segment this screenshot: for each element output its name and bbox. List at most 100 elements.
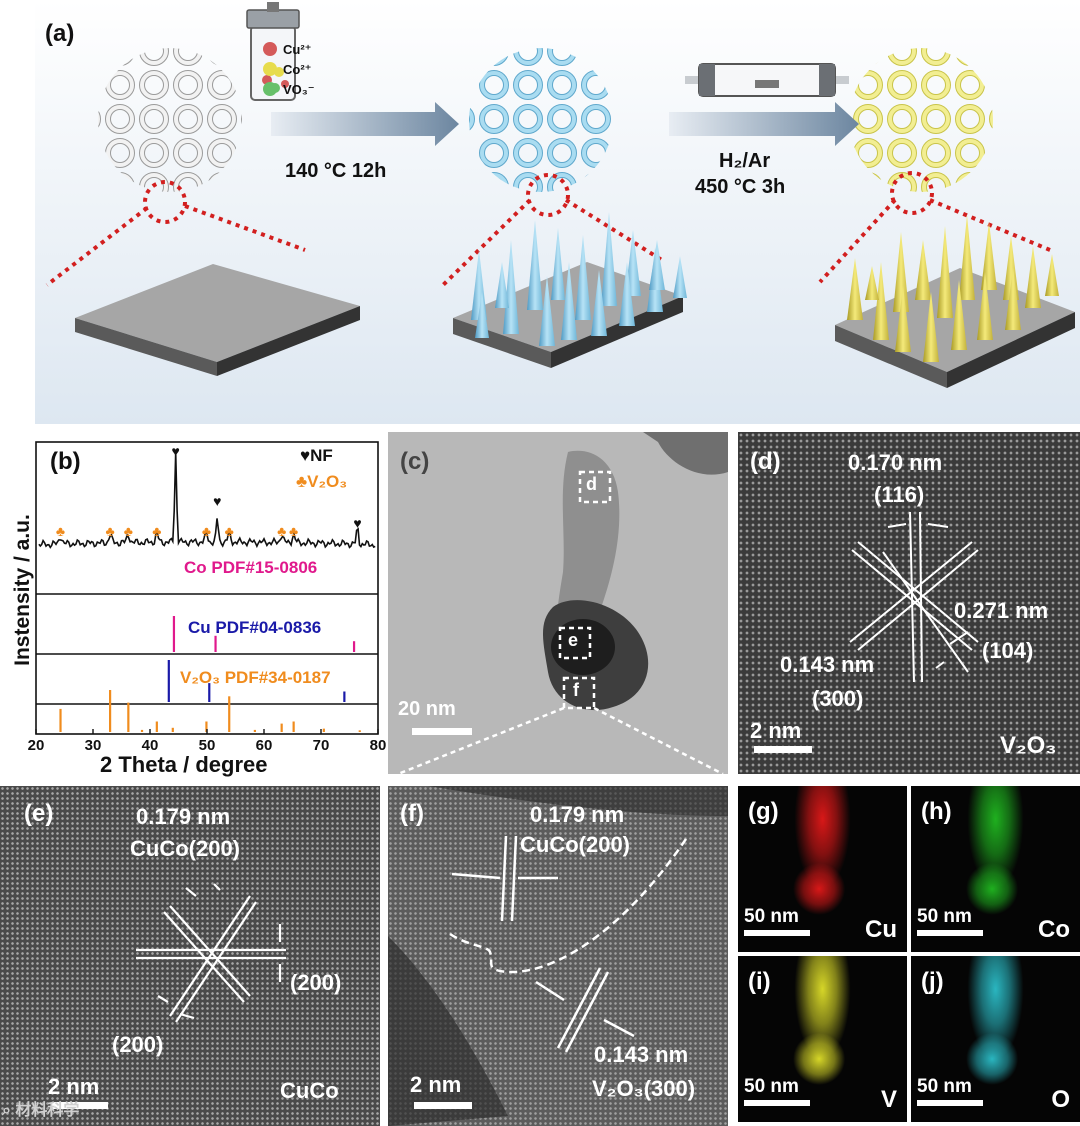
x-tick-label: 30 bbox=[85, 737, 102, 754]
ion-co-label: Co²⁺ bbox=[283, 62, 312, 77]
map-scale-bar bbox=[744, 930, 810, 936]
v2o3-peak-marker: ♣ bbox=[56, 523, 65, 539]
x-axis-label: 2 Theta / degree bbox=[100, 752, 268, 777]
panel-a-label: (a) bbox=[45, 20, 75, 47]
co-ion-icon bbox=[263, 62, 277, 76]
step2-gas: H₂/Ar bbox=[719, 150, 771, 172]
cu-ion-icon bbox=[263, 42, 277, 56]
eds-map-co: (h) 50 nm Co bbox=[911, 786, 1080, 952]
watermark: ⌕ 材料科学 bbox=[2, 1102, 80, 1119]
plane-200-right: (200) bbox=[290, 970, 342, 995]
ref-co-label: Co PDF#15-0806 bbox=[184, 558, 318, 577]
ion-vo3-label: VO₃⁻ bbox=[283, 82, 315, 97]
panel-e-label: (e) bbox=[24, 800, 54, 827]
eds-map-o: (j) 50 nm O bbox=[911, 956, 1080, 1122]
map-scale-text: 50 nm bbox=[917, 906, 972, 927]
y-axis-label: Instensity / a.u. bbox=[11, 514, 34, 666]
eds-map-cu: (g) 50 nm Cu bbox=[738, 786, 907, 952]
bare-substrate bbox=[75, 264, 360, 376]
box-f-label: f bbox=[573, 680, 579, 700]
box-e-label: e bbox=[568, 630, 579, 650]
panel-e-phase: CuCo bbox=[280, 1078, 339, 1103]
nf-peak-marker: ♥ bbox=[353, 515, 361, 531]
element-distribution bbox=[911, 956, 1080, 1122]
ion-list: Cu²⁺ Co²⁺ VO₃⁻ bbox=[283, 40, 315, 100]
map-element: Co bbox=[1038, 916, 1070, 943]
v2o3-peak-marker: ♣ bbox=[152, 523, 161, 539]
panel-f-scale-bar bbox=[414, 1102, 472, 1109]
panel-d-hrtem: (d) 0.170 nm (116) 0.271 nm (104) 0.143 … bbox=[738, 432, 1080, 774]
panel-f-hrtem: (f) 0.179 nm CuCo(200) 0.143 nm V₂O₃(300… bbox=[388, 786, 728, 1126]
plane-300: (300) bbox=[812, 686, 864, 711]
v2o3-peak-marker: ♣ bbox=[225, 523, 234, 539]
v2o3-peak-marker: ♣ bbox=[106, 523, 115, 539]
vo3-ion-icon bbox=[263, 82, 277, 96]
nf-peak-marker: ♥ bbox=[213, 493, 221, 509]
ref-v2o3-label: V₂O₃ PDF#34-0187 bbox=[180, 668, 331, 687]
xrd-chart: ♥♥♥♣ ♣ ♣ ♣ ♣ ♣ ♣ ♣20 30 40 50 60 70 80 bbox=[28, 441, 387, 754]
panel-c-tem: (c) d e f 20 nm bbox=[388, 432, 728, 774]
map-label: (g) bbox=[748, 798, 779, 825]
map-scale-bar bbox=[744, 1100, 810, 1106]
panel-a-schematic: (a) Cu²⁺ Co²⁺ VO₃⁻ 140 °C 12h H₂/Ar 450 … bbox=[35, 0, 1080, 424]
panel-e-scale-text: 2 nm bbox=[48, 1074, 100, 1099]
x-tick-label: 20 bbox=[28, 737, 45, 754]
panel-e-hrtem: (e) 0.179 nm CuCo(200) (200) (200) 2 nm … bbox=[0, 786, 380, 1126]
product-foam-icon bbox=[849, 48, 993, 192]
nickel-foam-icon bbox=[98, 48, 242, 192]
panel-f-label: (f) bbox=[400, 800, 424, 827]
panel-c-label: (c) bbox=[400, 448, 430, 475]
map-label: (j) bbox=[921, 968, 944, 995]
plane-cuco: CuCo(200) bbox=[130, 836, 241, 861]
d-spacing-cuco: 0.179 nm bbox=[136, 804, 231, 829]
tube-furnace-icon bbox=[685, 63, 849, 97]
panel-b-xrd: ♥ ♥ ♥ ♣ ♣ ♣ ♣ ♣ ♣ ♣ ♣ 20 30 40 50 60 70 80 (b) ♥NF ♣V₂O₃ … bbox=[0, 432, 392, 784]
element-distribution bbox=[911, 786, 1080, 952]
element-distribution bbox=[738, 786, 907, 952]
map-scale-bar bbox=[917, 930, 983, 936]
ion-cu-label: Cu²⁺ bbox=[283, 42, 312, 57]
panel-c-scale-bar bbox=[412, 728, 472, 735]
plane-f2: V₂O₃(300) bbox=[592, 1076, 696, 1101]
v2o3-peak-marker: ♣ bbox=[124, 523, 133, 539]
zoom-indicators bbox=[45, 171, 1051, 290]
d-spacing-f1: 0.179 nm bbox=[530, 802, 625, 827]
nf-peak-marker: ♥ bbox=[171, 443, 179, 459]
precursor-nanoneedles bbox=[453, 212, 687, 368]
panel-b-label: (b) bbox=[50, 448, 81, 475]
product-nanoneedles bbox=[835, 215, 1075, 388]
v2o3-peak-marker: ♣ bbox=[277, 523, 286, 539]
step1-condition: 140 °C 12h bbox=[285, 160, 387, 182]
step2-condition: 450 °C 3h bbox=[695, 176, 786, 198]
panel-d-label: (d) bbox=[750, 448, 781, 475]
panel-f-scale-text: 2 nm bbox=[410, 1072, 462, 1097]
plane-104: (104) bbox=[982, 638, 1034, 663]
map-element: Cu bbox=[865, 916, 897, 943]
map-scale-text: 50 nm bbox=[744, 906, 799, 927]
ref-cu-label: Cu PDF#04-0836 bbox=[188, 618, 322, 637]
d-spacing-104: 0.271 nm bbox=[954, 598, 1049, 623]
lattice-lines-e bbox=[136, 883, 286, 1023]
element-distribution bbox=[738, 956, 907, 1122]
legend-nf: ♥NF bbox=[300, 446, 333, 465]
x-tick-label: 40 bbox=[142, 737, 159, 754]
map-label: (i) bbox=[748, 968, 771, 995]
tem-image bbox=[388, 432, 728, 774]
panel-c-scale-text: 20 nm bbox=[398, 698, 456, 720]
panel-d-scale-text: 2 nm bbox=[750, 718, 802, 743]
plane-200-left: (200) bbox=[112, 1032, 164, 1057]
x-tick-label: 60 bbox=[256, 737, 273, 754]
map-scale-bar bbox=[917, 1100, 983, 1106]
lattice-lines-d bbox=[849, 511, 979, 683]
panel-d-scale-bar bbox=[754, 746, 812, 753]
map-scale-text: 50 nm bbox=[917, 1076, 972, 1097]
map-scale-text: 50 nm bbox=[744, 1076, 799, 1097]
legend-v2o3: ♣V₂O₃ bbox=[296, 472, 348, 491]
x-tick-label: 80 bbox=[370, 737, 387, 754]
d-spacing-300: 0.143 nm bbox=[780, 652, 875, 677]
panel-d-phase: V₂O₃ bbox=[1000, 732, 1057, 759]
step2-arrow bbox=[669, 102, 859, 146]
precursor-foam-icon bbox=[469, 48, 613, 192]
lattice-lines-f bbox=[388, 786, 728, 1126]
v2o3-peak-marker: ♣ bbox=[289, 523, 298, 539]
